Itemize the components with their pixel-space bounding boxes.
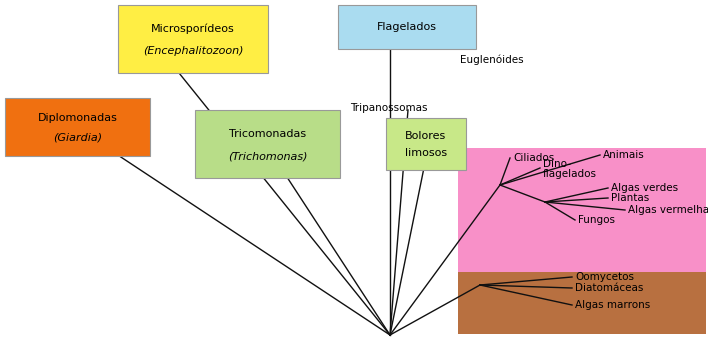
FancyBboxPatch shape [338, 5, 476, 49]
Text: Oomycetos: Oomycetos [575, 272, 634, 282]
Text: (Encephalitozoon): (Encephalitozoon) [143, 46, 244, 56]
Bar [458, 272, 706, 334]
FancyBboxPatch shape [118, 5, 268, 73]
Text: Dino-: Dino- [543, 159, 571, 169]
Text: limosos: limosos [405, 148, 447, 158]
Text: Animais: Animais [603, 150, 645, 160]
Text: Tripanossomas: Tripanossomas [350, 103, 428, 113]
FancyBboxPatch shape [386, 118, 466, 170]
Text: Plantas: Plantas [611, 193, 649, 203]
Text: Algas marrons: Algas marrons [575, 300, 650, 310]
Text: Algas verdes: Algas verdes [611, 183, 678, 193]
Text: Microsporídeos: Microsporídeos [151, 23, 235, 34]
Text: Diatomáceas: Diatomáceas [575, 283, 644, 293]
Text: (Trichomonas): (Trichomonas) [228, 151, 307, 161]
Text: Diplomonadas: Diplomonadas [38, 113, 118, 123]
FancyBboxPatch shape [5, 98, 150, 156]
Text: Tricomonadas: Tricomonadas [229, 129, 306, 139]
Text: Bolores: Bolores [406, 131, 447, 141]
FancyBboxPatch shape [195, 110, 340, 178]
Text: Fungos: Fungos [578, 215, 615, 225]
Bar [458, 148, 706, 316]
Text: flagelados: flagelados [543, 169, 597, 179]
Text: Algas vermelhas: Algas vermelhas [628, 205, 708, 215]
Text: Euglenóides: Euglenóides [460, 55, 524, 65]
Text: (Giardia): (Giardia) [53, 133, 102, 142]
Text: Flagelados: Flagelados [377, 22, 437, 32]
Text: Ciliados: Ciliados [513, 153, 554, 163]
